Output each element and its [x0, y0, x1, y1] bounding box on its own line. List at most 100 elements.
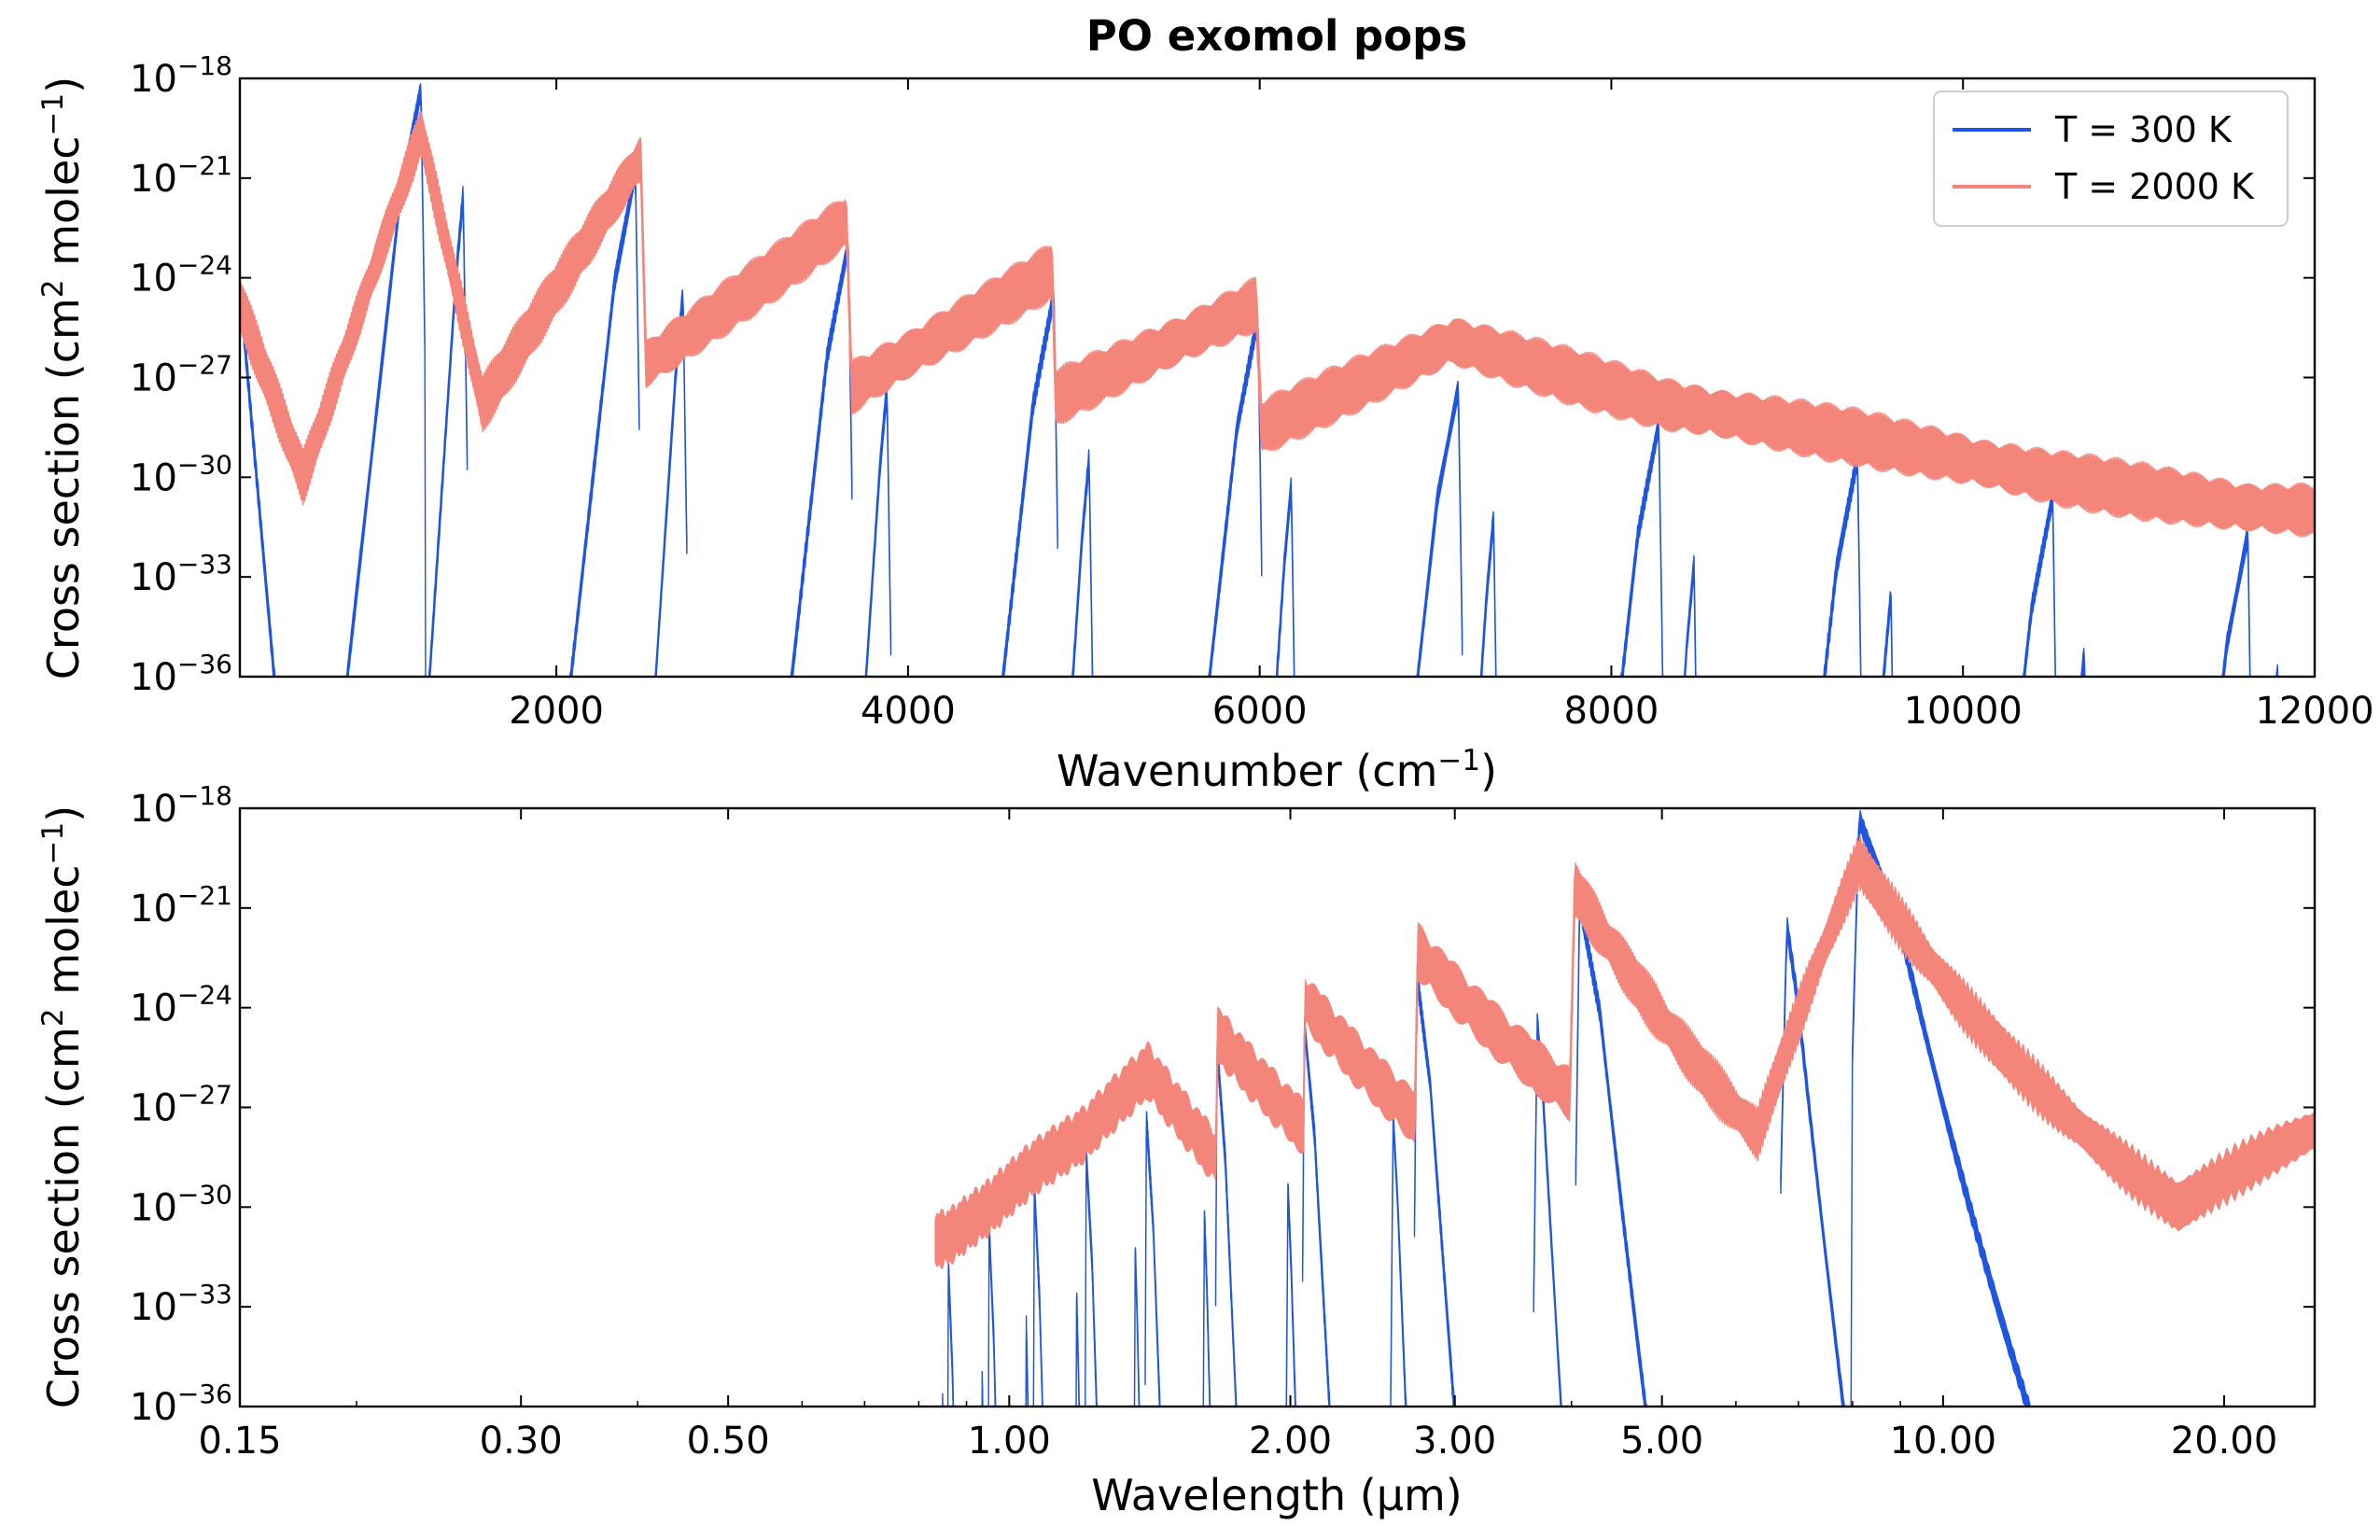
top-y-label-tail: ): [38, 77, 89, 93]
y-tick-base: 10: [130, 357, 177, 400]
y-tick-base: 10: [130, 987, 177, 1030]
series-300k-top-segment: [1275, 477, 1295, 677]
series-300k-bottom-segment: [987, 1223, 997, 1407]
series-300k-top-segment: [1683, 554, 1697, 677]
top-x-axis-label: Wavenumber (cm−1): [1057, 744, 1497, 796]
top-x-axis-label-sup: −1: [1437, 744, 1480, 777]
series-300k-top-segment: [1823, 450, 1862, 677]
series-300k-bottom-segment: [1032, 1180, 1043, 1407]
y-tick-label: 10−33: [130, 1279, 232, 1329]
x-tick-label: 4000: [861, 690, 956, 733]
series-300k-bottom-segment: [1390, 1110, 1407, 1407]
legend-label-300k: T = 300 K: [2054, 109, 2233, 150]
y-tick-label: 10−21: [130, 150, 232, 201]
y-tick-exponent: −24: [177, 250, 232, 281]
x-tick-label: 0.15: [198, 1420, 281, 1463]
y-tick-base: 10: [130, 888, 177, 931]
bottom-x-ticks: 0.15 0.30 0.50 1.00 2.00 3.00 5.00 10.00 20.00: [198, 808, 2277, 1463]
y-tick-base: 10: [130, 556, 177, 599]
y-tick-label: 10−18: [130, 50, 232, 101]
y-tick-base: 10: [130, 158, 177, 201]
series-300k-top-segment: [2080, 648, 2086, 677]
series-300k-top-segment: [1882, 591, 1894, 677]
series-300k-top-segment: [240, 278, 276, 677]
top-x-ticks: 2000 4000 6000 8000 10000 12000: [509, 78, 2374, 733]
x-tick-label: 8000: [1564, 690, 1659, 733]
series-300k-top-segment: [568, 166, 640, 677]
series-2000k-top: [240, 111, 2315, 538]
y-tick-label: 10−27: [130, 1080, 232, 1130]
y-tick-base: 10: [130, 456, 177, 499]
series-300k-top-segment: [790, 240, 853, 677]
bottom-y-label-main: Cross section (cm: [38, 1027, 89, 1408]
x-tick-label: 0.30: [480, 1420, 563, 1463]
x-tick-label: 12000: [2255, 690, 2373, 733]
series-300k-top-segment: [2221, 526, 2251, 677]
y-tick-exponent: −30: [177, 449, 232, 480]
series-300k-bottom-segment: [1285, 1183, 1297, 1407]
series-300k-bottom-segment: [1144, 1111, 1161, 1407]
x-tick-label: 20.00: [2171, 1420, 2278, 1463]
series-300k-top-segment: [1071, 449, 1094, 677]
y-tick-base: 10: [130, 58, 177, 101]
y-tick-base: 10: [130, 788, 177, 831]
series-300k-bottom: [942, 810, 2031, 1407]
series-300k-bottom-segment: [981, 1370, 984, 1407]
x-tick-label: 2.00: [1249, 1420, 1332, 1463]
series-300k-top: [240, 83, 2279, 677]
y-tick-exponent: −36: [177, 649, 232, 679]
bottom-y-label-sup1: 2: [36, 1008, 70, 1027]
series-300k-bottom-segment: [1075, 1292, 1081, 1407]
top-y-label-sup2: −1: [36, 93, 70, 136]
series-300k-bottom-segment: [1214, 1039, 1238, 1407]
series-300k-bottom-segment: [1575, 892, 1648, 1407]
series-2000k-top-segment: [240, 111, 2315, 538]
y-tick-exponent: −21: [177, 150, 232, 181]
legend-label-2000k: T = 2000 K: [2054, 166, 2255, 207]
y-tick-base: 10: [130, 1186, 177, 1229]
bottom-x-axis-label: Wavelength (μm): [1091, 1470, 1462, 1520]
top-y-label-mid: molec: [38, 135, 89, 279]
y-tick-label: 10−36: [130, 649, 232, 699]
y-tick-exponent: −30: [177, 1179, 232, 1210]
top-x-axis-label-tail: ): [1480, 746, 1497, 796]
y-tick-label: 10−27: [130, 350, 232, 400]
legend: T = 300 K T = 2000 K: [1933, 91, 2289, 227]
bottom-y-label-tail: ): [38, 805, 89, 822]
x-tick-label: 10.00: [1890, 1420, 1997, 1463]
x-tick-label: 5.00: [1620, 1420, 1703, 1463]
y-tick-exponent: −24: [177, 980, 232, 1011]
bottom-y-label-sup2: −1: [36, 822, 70, 865]
series-300k-top-segment: [1208, 309, 1263, 677]
top-y-label-sup1: 2: [36, 279, 70, 298]
x-tick-label: 6000: [1212, 690, 1308, 733]
series-300k-top-segment: [1479, 511, 1497, 677]
top-series-layer: [240, 83, 2315, 677]
series-300k-bottom-segment: [1133, 1247, 1141, 1407]
y-tick-label: 10−30: [130, 1179, 232, 1229]
top-y-axis-label: Cross section (cm2 molec−1): [36, 77, 89, 679]
y-tick-exponent: −36: [177, 1379, 232, 1409]
y-tick-base: 10: [130, 1386, 177, 1429]
bottom-panel: 0.15 0.30 0.50 1.00 2.00 3.00 5.00 10.00 20.00 1…: [36, 780, 2317, 1520]
y-tick-base: 10: [130, 258, 177, 301]
bottom-y-axis-label: Cross section (cm2 molec−1): [36, 805, 89, 1408]
y-tick-exponent: −27: [177, 1080, 232, 1111]
y-tick-label: 10−30: [130, 449, 232, 499]
top-y-label-main: Cross section (cm: [38, 298, 89, 679]
y-tick-exponent: −18: [177, 50, 232, 81]
bottom-y-label-mid: molec: [38, 864, 89, 1008]
series-300k-bottom-segment: [1301, 1016, 1331, 1407]
y-tick-exponent: −18: [177, 780, 232, 811]
series-300k-bottom-segment: [946, 1257, 955, 1407]
series-300k-bottom-segment: [1413, 965, 1456, 1407]
bottom-series-layer: [934, 810, 2315, 1407]
y-tick-base: 10: [130, 1286, 177, 1329]
series-300k-top-segment: [1620, 417, 1664, 677]
top-panel: 2000 4000 6000 8000 10000 12000 10−1810−2110−…: [36, 50, 2374, 796]
series-300k-top-segment: [345, 83, 469, 677]
x-tick-label: 2000: [509, 690, 604, 733]
y-tick-exponent: −33: [177, 1279, 232, 1309]
